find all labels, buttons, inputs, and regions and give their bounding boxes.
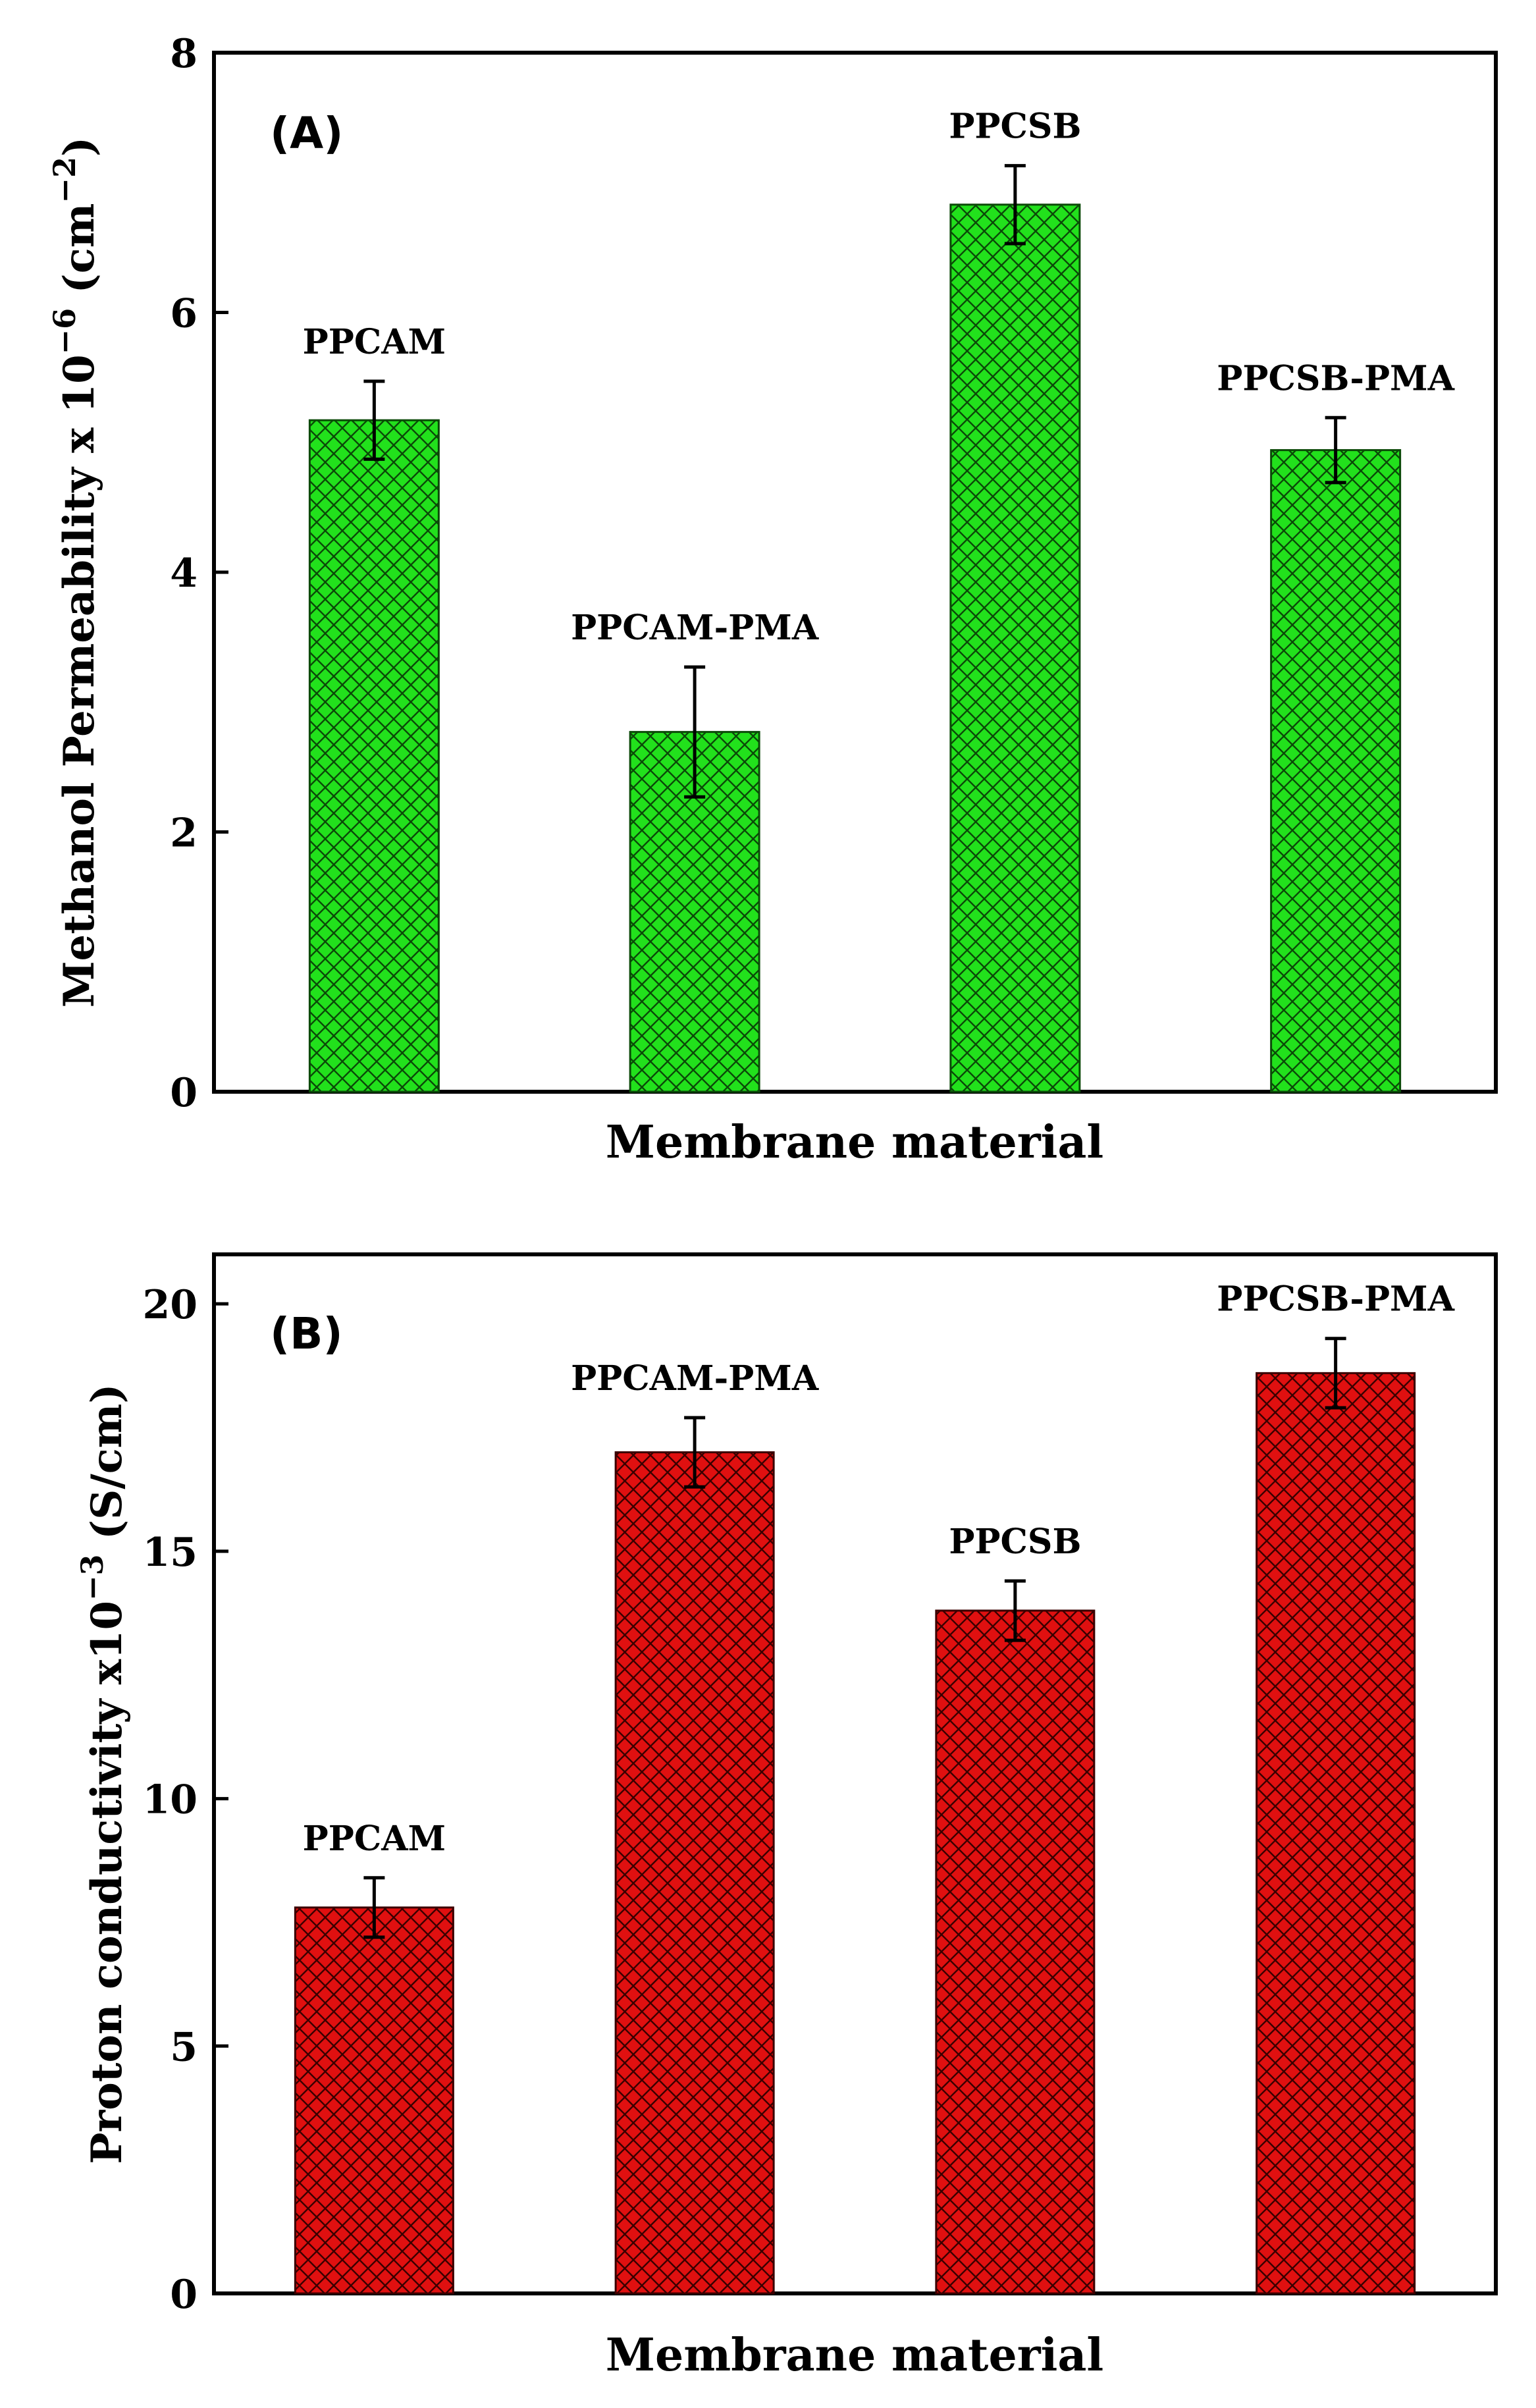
y-tick-label: 20 bbox=[143, 1282, 198, 1328]
bar-label: PPCAM-PMA bbox=[571, 1358, 819, 1399]
bar-label: PPCAM bbox=[303, 322, 446, 362]
y-tick-label: 10 bbox=[143, 1777, 198, 1823]
y-tick-label: 0 bbox=[170, 1070, 198, 1116]
bar-ppcam bbox=[308, 419, 440, 1093]
bar-label: PPCSB bbox=[949, 107, 1081, 147]
y-tick-label: 0 bbox=[170, 2272, 198, 2318]
panel-a: (A) Membrane material Methanol Permeabil… bbox=[47, 31, 1498, 1169]
bar-ppcsb-pma bbox=[1256, 1372, 1416, 2295]
panel-b: (B) Membrane material Proton conductivit… bbox=[74, 1252, 1498, 2382]
bar-ppcam-pma bbox=[629, 731, 760, 1093]
plot-frame-b bbox=[212, 1252, 1498, 2295]
y-axis-ticks-a: 0 2 4 6 8 bbox=[170, 31, 228, 1116]
bar-label: PPCSB-PMA bbox=[1217, 1279, 1454, 1320]
y-tick-label: 6 bbox=[170, 291, 198, 337]
y-tick-label: 8 bbox=[170, 31, 198, 77]
bar-label: PPCSB-PMA bbox=[1217, 358, 1454, 398]
bars-a: PPCAM PPCAM-PMA PPCSB PPCSB-PMA bbox=[303, 107, 1455, 1093]
bar-ppcam-pma bbox=[614, 1451, 775, 2295]
panel-label-b: (B) bbox=[270, 1308, 343, 1359]
bar-label: PPCAM-PMA bbox=[571, 608, 819, 648]
x-axis-label-a: Membrane material bbox=[606, 1116, 1104, 1169]
bar-ppcsb bbox=[935, 1609, 1096, 2295]
y-axis-ticks-b: 0 5 10 15 20 bbox=[143, 1282, 228, 2318]
bar-ppcsb bbox=[949, 203, 1081, 1093]
panel-label-a: (A) bbox=[270, 108, 343, 159]
bar-label: PPCAM bbox=[303, 1819, 446, 1859]
bar-ppcsb-pma bbox=[1270, 449, 1402, 1093]
x-axis-label-b: Membrane material bbox=[606, 2329, 1104, 2382]
y-tick-label: 4 bbox=[170, 550, 198, 597]
y-tick-label: 15 bbox=[143, 1530, 198, 1576]
y-axis-label-b: Proton conductivity x10−3 (S/cm) bbox=[74, 1383, 132, 2164]
y-tick-label: 5 bbox=[170, 2024, 198, 2070]
bar-ppcam bbox=[294, 1906, 454, 2295]
y-tick-label: 2 bbox=[170, 811, 198, 857]
y-axis-label-a: Methanol Permeability x 10−6 (cm−2) bbox=[47, 137, 104, 1008]
bar-label: PPCSB bbox=[949, 1522, 1081, 1562]
bars-b: PPCAM PPCAM-PMA PPCSB PPCSB-PMA bbox=[294, 1279, 1455, 2295]
